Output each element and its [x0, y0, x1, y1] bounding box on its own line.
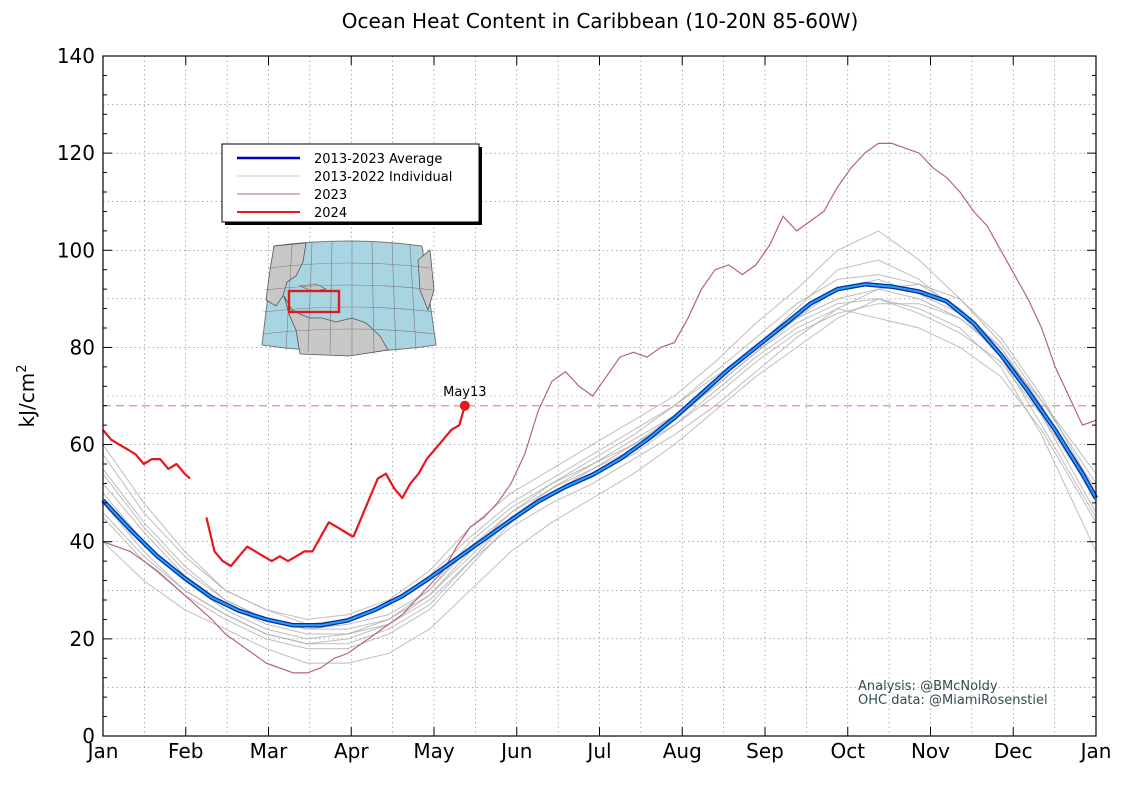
map-land-south-america	[283, 295, 389, 357]
individual-year-line	[102, 230, 1097, 620]
y-axis-label-main: kJ/cm	[15, 373, 39, 428]
chart-title: Ocean Heat Content in Caribbean (10-20N …	[342, 9, 859, 33]
x-tick-label: Mar	[250, 739, 289, 763]
series-average-line	[102, 283, 1097, 627]
y-tick-label: 80	[70, 335, 95, 359]
x-tick-label: Feb	[168, 739, 203, 763]
series-average	[101, 282, 1098, 628]
x-tick-label: Apr	[334, 739, 369, 763]
x-tick-label: Dec	[994, 739, 1033, 763]
series-2024-segment	[102, 429, 191, 480]
individual-year-line	[102, 274, 1097, 630]
x-tick-labels: Jan Feb Mar Apr May Jun Jul Aug Sep Oct Nov Dec Jan	[86, 739, 1112, 763]
y-tick-label: 140	[57, 44, 95, 68]
y-tick-label: 60	[70, 433, 95, 457]
individual-year-line	[102, 283, 1097, 635]
x-tick-label: Jan	[86, 739, 119, 763]
legend-label: 2013-2023 Average	[314, 152, 442, 167]
individual-year-line	[102, 303, 1097, 645]
credit-data: OHC data: @MiamiRosenstiel	[858, 693, 1048, 708]
x-tick-label: Jun	[499, 739, 532, 763]
y-tick-labels: 0 20 40 60 80 100 120 140	[57, 44, 95, 748]
latest-point-label: May13	[443, 385, 486, 400]
y-tick-label: 0	[82, 724, 95, 748]
series-2024-segment	[205, 517, 354, 568]
x-tick-label: Aug	[663, 739, 702, 763]
x-tick-label: Sep	[746, 739, 784, 763]
legend-items: 2013-2023 Average 2013-2022 Individual 202…	[237, 152, 452, 221]
series-2023	[102, 142, 1097, 674]
series-2023-line	[102, 142, 1097, 674]
series-2024	[102, 405, 466, 568]
x-tick-label: May	[413, 739, 455, 763]
axis-ticks	[102, 55, 1097, 737]
legend-label: 2023	[314, 188, 347, 203]
y-axis-label-superscript: 2	[15, 365, 30, 373]
y-tick-label: 20	[70, 627, 95, 651]
x-tick-label: Jul	[585, 739, 611, 763]
y-tick-label: 120	[57, 141, 95, 165]
caribbean-region-map-icon	[261, 240, 437, 357]
map-region-box	[287, 289, 341, 314]
credit-analysis: Analysis: @BMcNoldy	[858, 679, 998, 694]
legend: 2013-2023 Average 2013-2022 Individual 202…	[221, 143, 482, 225]
legend-label: 2024	[314, 206, 347, 221]
map-land-north-america	[265, 242, 307, 307]
y-tick-label: 100	[57, 238, 95, 262]
x-tick-label: Nov	[911, 739, 950, 763]
series-2024-segment	[352, 405, 466, 538]
x-tick-label: Jan	[1079, 739, 1112, 763]
map-land-africa	[417, 249, 435, 312]
x-tick-label: Oct	[830, 739, 865, 763]
latest-point-marker	[459, 400, 470, 411]
individual-year-line	[102, 298, 1097, 664]
y-tick-label: 40	[70, 530, 95, 554]
y-axis-label: kJ/cm2	[15, 365, 39, 428]
legend-label: 2013-2022 Individual	[314, 170, 452, 185]
